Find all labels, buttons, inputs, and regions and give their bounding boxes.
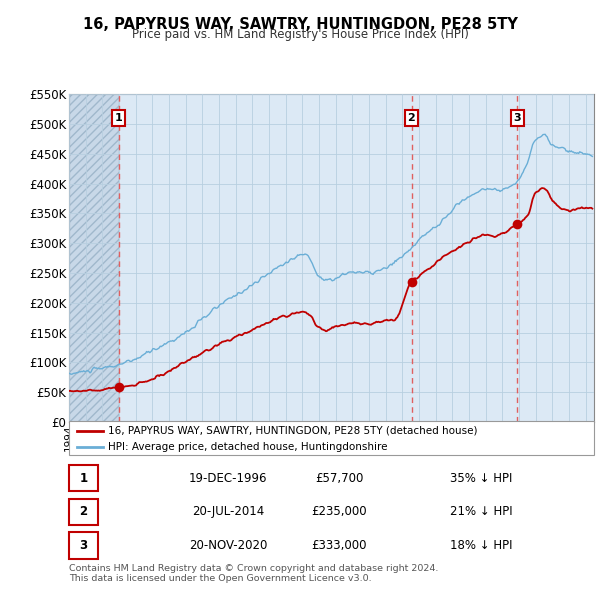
Text: 2: 2 — [407, 113, 415, 123]
Bar — [69, 94, 119, 422]
Text: This data is licensed under the Open Government Licence v3.0.: This data is licensed under the Open Gov… — [69, 574, 371, 583]
Text: Price paid vs. HM Land Registry's House Price Index (HPI): Price paid vs. HM Land Registry's House … — [131, 28, 469, 41]
Text: 2: 2 — [79, 505, 88, 519]
Text: 1: 1 — [79, 471, 88, 485]
Text: 20-NOV-2020: 20-NOV-2020 — [189, 539, 267, 552]
FancyBboxPatch shape — [69, 421, 594, 455]
Text: 1: 1 — [115, 113, 122, 123]
Text: 21% ↓ HPI: 21% ↓ HPI — [450, 505, 512, 519]
Text: 20-JUL-2014: 20-JUL-2014 — [192, 505, 264, 519]
Text: HPI: Average price, detached house, Huntingdonshire: HPI: Average price, detached house, Hunt… — [109, 442, 388, 452]
Text: 16, PAPYRUS WAY, SAWTRY, HUNTINGDON, PE28 5TY: 16, PAPYRUS WAY, SAWTRY, HUNTINGDON, PE2… — [83, 17, 517, 31]
Text: 19-DEC-1996: 19-DEC-1996 — [189, 471, 267, 485]
Text: Contains HM Land Registry data © Crown copyright and database right 2024.: Contains HM Land Registry data © Crown c… — [69, 565, 439, 573]
Text: 3: 3 — [514, 113, 521, 123]
Text: 35% ↓ HPI: 35% ↓ HPI — [450, 471, 512, 485]
Text: £235,000: £235,000 — [311, 505, 367, 519]
Bar — [69, 94, 119, 422]
Text: £57,700: £57,700 — [315, 471, 363, 485]
Text: 16, PAPYRUS WAY, SAWTRY, HUNTINGDON, PE28 5TY (detached house): 16, PAPYRUS WAY, SAWTRY, HUNTINGDON, PE2… — [109, 426, 478, 436]
Text: 18% ↓ HPI: 18% ↓ HPI — [450, 539, 512, 552]
Text: £333,000: £333,000 — [311, 539, 367, 552]
Text: 3: 3 — [79, 539, 88, 552]
